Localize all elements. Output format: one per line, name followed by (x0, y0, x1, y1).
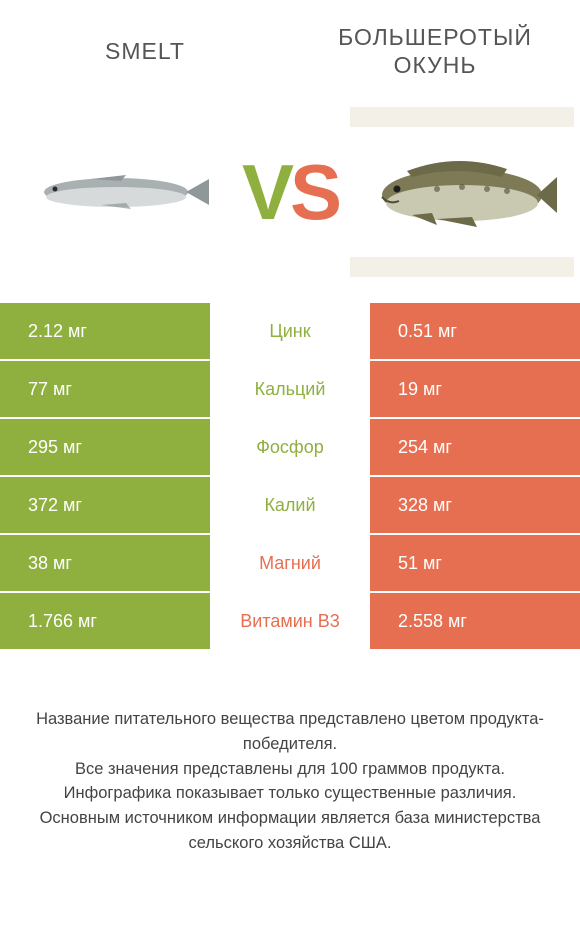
table-row: 1.766 мгВитамин B32.558 мг (0, 593, 580, 651)
nutrient-label: Фосфор (210, 419, 370, 475)
table-row: 372 мгКалий328 мг (0, 477, 580, 535)
right-value-cell: 0.51 мг (370, 303, 580, 359)
right-title: БОЛЬШЕРОТЫЙ ОКУНЬ (290, 24, 580, 79)
footer-line-2: Все значения представлены для 100 граммо… (18, 757, 562, 782)
header-row: SMELT БОЛЬШЕРОТЫЙ ОКУНЬ (0, 0, 580, 79)
left-value-cell: 295 мг (0, 419, 210, 475)
right-value-cell: 19 мг (370, 361, 580, 417)
left-value-cell: 372 мг (0, 477, 210, 533)
right-image-frame (350, 107, 574, 277)
smelt-fish-icon (31, 157, 211, 227)
left-value-cell: 2.12 мг (0, 303, 210, 359)
left-fish-image (0, 97, 242, 287)
table-row: 77 мгКальций19 мг (0, 361, 580, 419)
right-value-cell: 254 мг (370, 419, 580, 475)
table-row: 38 мгМагний51 мг (0, 535, 580, 593)
table-row: 2.12 мгЦинк0.51 мг (0, 303, 580, 361)
right-value-cell: 328 мг (370, 477, 580, 533)
nutrient-label: Калий (210, 477, 370, 533)
vs-badge: VS (242, 153, 338, 231)
nutrient-label: Кальций (210, 361, 370, 417)
left-value-cell: 38 мг (0, 535, 210, 591)
left-title: SMELT (0, 24, 290, 79)
footer-text: Название питательного вещества представл… (0, 707, 580, 856)
nutrient-table: 2.12 мгЦинк0.51 мг77 мгКальций19 мг295 м… (0, 303, 580, 651)
bass-fish-icon (367, 147, 557, 237)
right-image-inner (350, 127, 574, 257)
footer-line-1: Название питательного вещества представл… (18, 707, 562, 757)
footer-line-4: Основным источником информации является … (18, 806, 562, 856)
vs-v-letter: V (242, 148, 290, 236)
table-row: 295 мгФосфор254 мг (0, 419, 580, 477)
left-value-cell: 1.766 мг (0, 593, 210, 649)
footer-line-3: Инфографика показывает только существенн… (18, 781, 562, 806)
right-fish-image (338, 97, 580, 287)
nutrient-label: Цинк (210, 303, 370, 359)
nutrient-label: Витамин B3 (210, 593, 370, 649)
left-value-cell: 77 мг (0, 361, 210, 417)
vs-s-letter: S (290, 148, 338, 236)
right-value-cell: 2.558 мг (370, 593, 580, 649)
nutrient-label: Магний (210, 535, 370, 591)
vs-row: VS (0, 97, 580, 287)
right-value-cell: 51 мг (370, 535, 580, 591)
